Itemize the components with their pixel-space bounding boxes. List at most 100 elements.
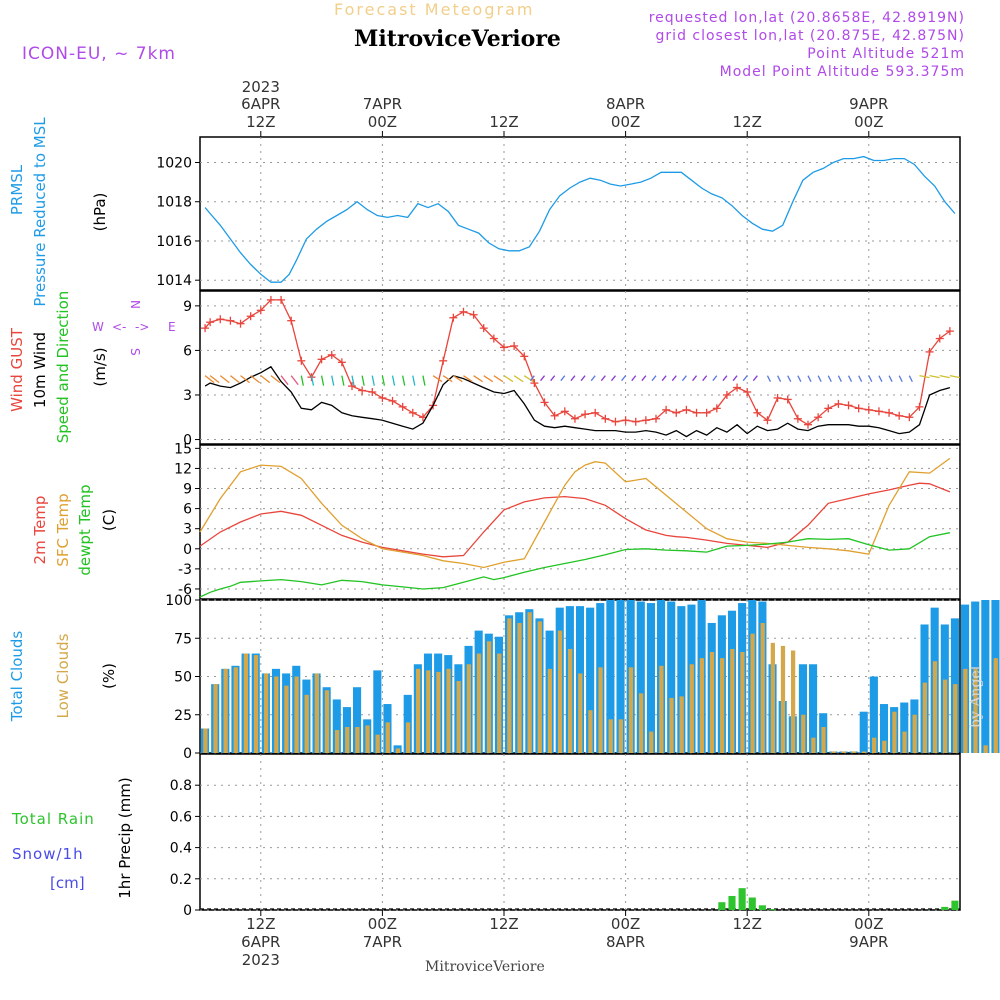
wind-direction-arrow (570, 375, 576, 382)
panel-frame (199, 753, 961, 911)
y-tick-label: 6 (183, 343, 192, 359)
wind-direction-arrow (310, 375, 315, 386)
low-cloud-bar (740, 652, 745, 753)
gust-point (266, 295, 275, 304)
wind-direction-arrow (787, 375, 792, 382)
top-hour-label: 00Z (368, 113, 397, 131)
low-cloud-bar (709, 652, 715, 753)
y-tick-label: 0.6 (170, 809, 192, 825)
footer-location: MitroviceVeriore (425, 959, 545, 975)
top-hour-label: 00Z (611, 113, 640, 131)
wind-direction-arrow (807, 375, 812, 382)
wind-direction-arrow (827, 375, 832, 382)
wind-direction-arrow (331, 375, 335, 386)
bottom-date-label: 9APR (849, 933, 888, 951)
gust-point (601, 414, 610, 423)
gust-point (621, 416, 630, 425)
low-cloud-bar (598, 667, 603, 753)
low-cloud-bar (365, 725, 370, 753)
location-title: MitroviceVeriore (354, 26, 561, 52)
rain-bar (941, 906, 949, 910)
wind-direction-arrow (381, 375, 386, 386)
wind-direction-arrow (929, 375, 940, 379)
low-cloud-bar (507, 618, 512, 753)
gust-point (348, 382, 356, 391)
rain-bar (718, 902, 726, 910)
y-tick-label: 15 (174, 441, 192, 457)
compass-arrow-right: -> (135, 320, 149, 334)
top-date-label: 6APR (241, 95, 280, 113)
total-cloud-bar (373, 670, 382, 753)
gust-point (652, 414, 660, 423)
total-cloud-bar (859, 711, 868, 753)
wind-direction-arrow (209, 375, 220, 384)
watermark: by Angel (968, 665, 984, 728)
y-tick-label: 0.2 (170, 872, 192, 888)
wind-direction-arrow (280, 375, 289, 386)
low-cloud-bar (588, 710, 593, 753)
low-cloud-bar (233, 667, 238, 753)
snow-unit-label: [cm] (50, 874, 85, 892)
low-cloud-bar (720, 658, 725, 753)
rain-label: Total Rain (11, 810, 95, 828)
total-cloud-bar (677, 606, 686, 753)
wind-direction-arrow (204, 375, 215, 384)
y-tick-label: 0 (183, 542, 192, 558)
gust-point (378, 393, 387, 402)
gust-point (337, 358, 346, 367)
total-cloud-bar (353, 687, 362, 753)
low-cloud-bar (760, 622, 765, 753)
low-cloud-bar (872, 737, 877, 753)
low-cloud-bar (405, 722, 411, 753)
low-cloud-bar (436, 671, 441, 753)
low-cloud-bar (861, 751, 867, 753)
gust-point (722, 390, 731, 399)
y-tick-label: 0.4 (170, 841, 192, 857)
wind-direction-arrow (610, 375, 616, 382)
low-cloud-bar (811, 737, 816, 753)
low-cloud-bar (304, 694, 309, 753)
gust-point (945, 327, 954, 336)
low-cloud-bar (294, 676, 299, 753)
wind-direction-arrow (908, 375, 913, 382)
gust-point (692, 408, 701, 417)
low-cloud-bar (679, 696, 684, 753)
gust-point (763, 416, 772, 425)
low-cloud-bar (628, 667, 634, 753)
total-cloud-bar (636, 601, 645, 753)
low-cloud-bar (831, 751, 836, 753)
pressure-label-2: Pressure Reduced to MSL (31, 117, 49, 307)
total-cloud-bar (646, 603, 655, 753)
low-cloud-bar (385, 722, 390, 753)
bottom-hour-label: 00Z (854, 915, 883, 933)
wind-direction-arrow (949, 375, 960, 379)
gust-point (216, 315, 225, 324)
gust-point (398, 402, 407, 411)
low-cloud-bar (638, 693, 644, 753)
total-cloud-bar (586, 607, 595, 753)
y-tick-label: 100 (165, 593, 192, 609)
wind-direction-arrow (371, 375, 375, 386)
gust-point (226, 316, 235, 325)
low-cloud-bar (983, 745, 988, 753)
low-cloud-bar (314, 673, 319, 753)
total-cloud-bar (606, 600, 615, 753)
gust-point (368, 388, 377, 397)
total-cloud-bar (879, 704, 889, 753)
dewpt-line (199, 532, 951, 598)
compass-arrow-left: <- (112, 320, 126, 334)
rain-bar (738, 888, 746, 910)
low-cloud-bar (264, 673, 269, 753)
wind-direction-arrow (442, 375, 453, 383)
model-name: ICON-EU, ~ 7km (22, 44, 176, 64)
low-cloud-bar (618, 719, 623, 753)
y-tick-label: 0 (183, 746, 192, 762)
wind-direction-arrow (868, 375, 873, 382)
gust-point (611, 417, 620, 426)
wind-direction-arrow (777, 375, 782, 382)
gust-point (895, 411, 904, 420)
rain-bar (951, 900, 959, 910)
top-date-label: 7APR (363, 95, 402, 113)
wind-direction-arrow (671, 375, 677, 382)
low-cloud-bar (750, 633, 755, 753)
